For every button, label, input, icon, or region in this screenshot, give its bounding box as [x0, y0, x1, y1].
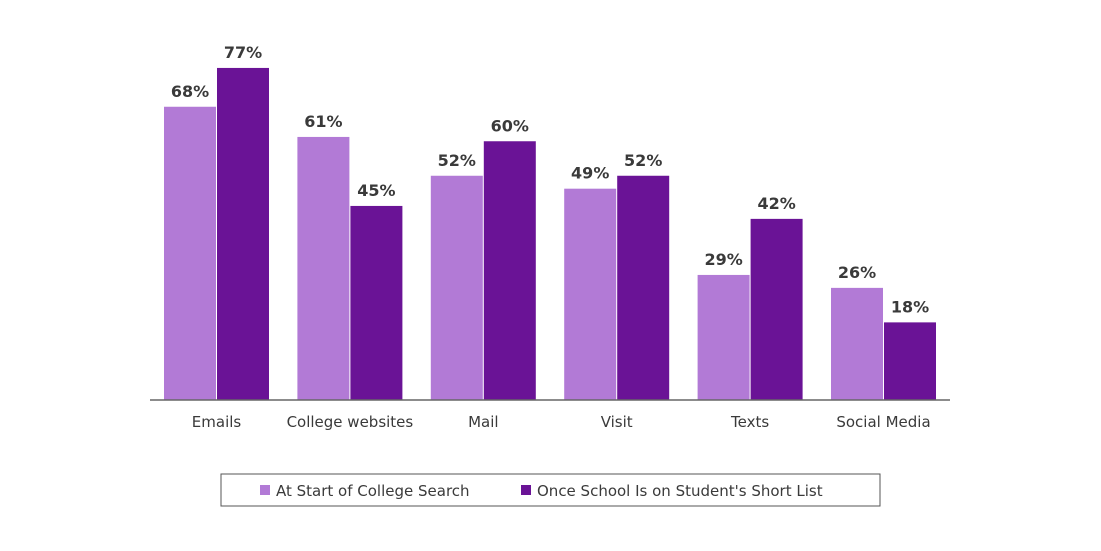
legend-swatch-start-of-search: [260, 485, 270, 495]
x-tick-label-texts: Texts: [730, 413, 769, 431]
x-tick-label-visit: Visit: [601, 413, 633, 431]
x-tick-labels-group: Emails College websites Mail Visit Texts Soci…: [192, 413, 931, 431]
bar-college-websites-series-1: [350, 205, 403, 400]
bar-college-websites-series-0: [297, 136, 350, 400]
legend-label-start-of-search: At Start of College Search: [276, 482, 470, 500]
value-label-social-media-series-1: 18%: [891, 297, 929, 316]
legend-box: [220, 473, 881, 507]
bar-social-media-series-1: [884, 322, 936, 400]
bar-social-media-series-0: [831, 287, 883, 400]
legend: At Start of College Search Once School I…: [220, 473, 881, 507]
value-label-college-websites-series-1: 45%: [357, 181, 395, 200]
value-label-texts-series-1: 42%: [757, 194, 795, 213]
bars-group: [164, 67, 936, 400]
legend-label-short-list: Once School Is on Student's Short List: [537, 482, 823, 500]
bar-mail-series-1: [483, 141, 536, 400]
value-label-visit-series-1: 52%: [624, 151, 662, 170]
bar-emails-series-0: [164, 106, 216, 400]
value-label-college-websites-series-0: 61%: [304, 112, 342, 131]
value-label-texts-series-0: 29%: [704, 250, 742, 269]
value-label-visit-series-0: 49%: [571, 164, 609, 183]
x-tick-label-social-media: Social Media: [836, 413, 930, 431]
value-labels-group: 68% 77% 61% 45% 52% 60% 49% 52% 29% 42% 26% 18%: [171, 43, 929, 316]
bar-emails-series-1: [217, 67, 269, 400]
bar-mail-series-0: [430, 175, 483, 400]
bar-visit-series-1: [617, 175, 670, 400]
value-label-emails-series-0: 68%: [171, 82, 209, 101]
bar-texts-series-1: [750, 218, 803, 400]
value-label-emails-series-1: 77%: [224, 43, 262, 62]
x-tick-label-mail: Mail: [468, 413, 498, 431]
x-tick-label-emails: Emails: [192, 413, 242, 431]
value-label-mail-series-1: 60%: [491, 116, 529, 135]
value-label-social-media-series-0: 26%: [838, 263, 876, 282]
bar-visit-series-0: [564, 188, 617, 400]
x-tick-label-college-websites: College websites: [287, 413, 414, 431]
value-label-mail-series-0: 52%: [438, 151, 476, 170]
legend-swatch-short-list: [521, 485, 531, 495]
bar-texts-series-0: [697, 274, 750, 400]
